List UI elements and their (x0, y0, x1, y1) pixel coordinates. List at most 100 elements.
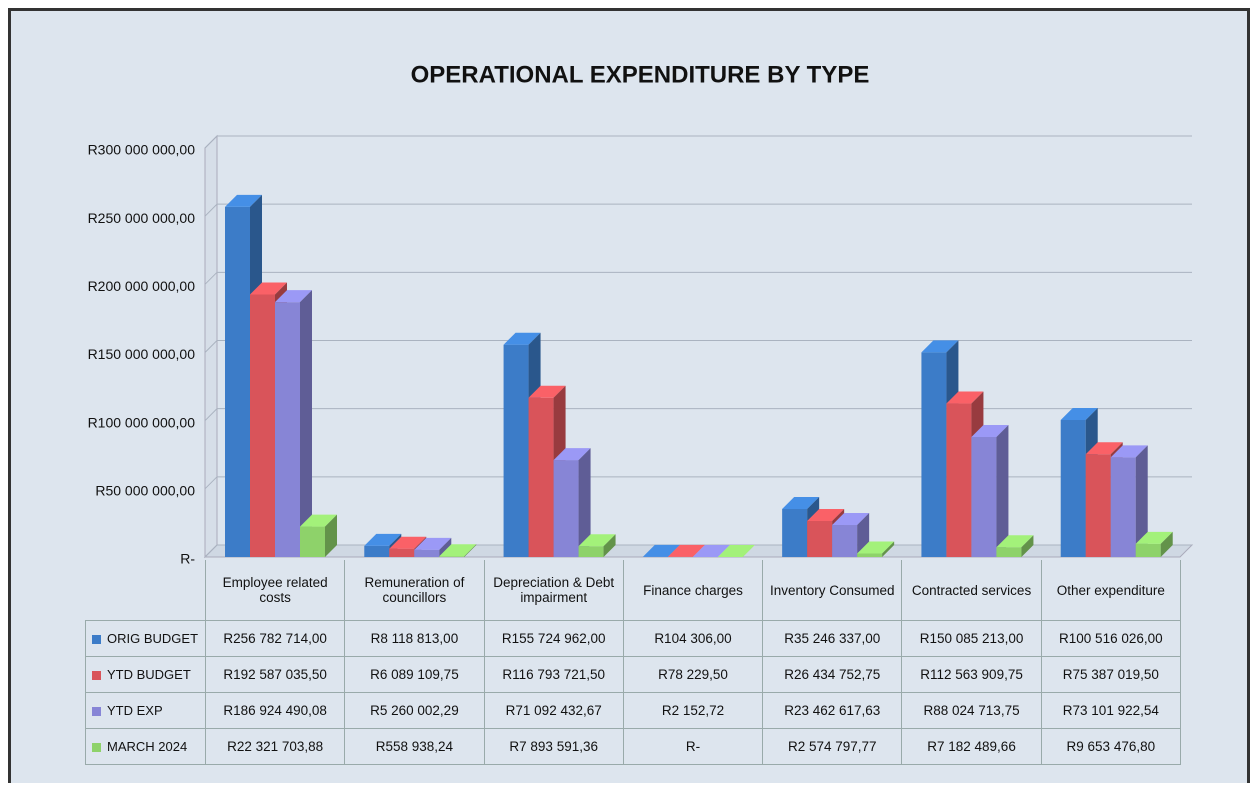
bar-front (857, 553, 883, 557)
x-tick-label: Contracted services (901, 560, 1042, 621)
bar-side (578, 448, 591, 557)
bar (275, 290, 312, 557)
bar-top (971, 424, 1009, 437)
grid-line (204, 340, 1192, 353)
x-tick-label: Other expenditure (1040, 560, 1181, 621)
bar-top (692, 544, 730, 557)
data-label: R8 118 813,00 (344, 620, 485, 657)
bar-front (300, 526, 325, 557)
legend-label: YTD BUDGET (107, 667, 191, 682)
bar-front (275, 302, 300, 557)
bar (692, 544, 730, 557)
bar-top (553, 448, 591, 461)
bar (414, 537, 452, 557)
legend-entry: YTD BUDGET (85, 656, 206, 693)
data-label: R256 782 714,00 (204, 620, 346, 657)
bar (439, 544, 477, 557)
bar (782, 496, 820, 557)
bar (667, 544, 705, 557)
bar-top (1085, 442, 1123, 455)
data-label: R22 321 703,88 (204, 728, 346, 765)
bar-front (1110, 457, 1136, 557)
bar (300, 514, 337, 557)
x-tick-label: Inventory Consumed (762, 560, 903, 621)
bar-front (225, 206, 250, 558)
legend-entry: ORIG BUDGET (85, 620, 206, 657)
bar-top (1060, 407, 1098, 420)
bar-top (921, 340, 959, 353)
data-label: R7 893 591,36 (483, 728, 624, 765)
legend-label: YTD EXP (107, 703, 163, 718)
data-label: R35 246 337,00 (762, 620, 903, 657)
bar-side (882, 541, 895, 557)
bar-top (414, 537, 452, 550)
data-label: R26 434 752,75 (762, 656, 903, 693)
y-tick-label: R100 000 000,00 (88, 414, 196, 430)
bar-front (528, 397, 554, 557)
corner (86, 560, 206, 621)
data-label: R88 024 713,75 (901, 692, 1042, 729)
y-tick-label: R50 000 000,00 (95, 483, 195, 499)
bar-side (439, 537, 452, 557)
data-label: R73 101 922,54 (1040, 692, 1181, 729)
bar-top (275, 290, 312, 303)
bar-side (603, 534, 616, 557)
legend-swatch (92, 707, 101, 717)
bar-top (503, 332, 541, 345)
bar (857, 541, 895, 557)
bar-top (528, 385, 566, 398)
bar-top (667, 544, 705, 557)
grid-line (204, 271, 1192, 285)
data-label: R- (622, 728, 764, 765)
bar-side (1135, 445, 1148, 557)
table-row: YTD EXP R186 924 490,08 R5 260 002,29 R71 0… (85, 692, 1181, 729)
bar-front (578, 546, 604, 557)
bar-front (250, 294, 275, 557)
data-label: R100 516 026,00 (1040, 620, 1181, 657)
data-label: R104 306,00 (622, 620, 764, 657)
bar (1135, 531, 1173, 557)
bar-top (642, 544, 680, 557)
bar-front (946, 403, 972, 557)
bar (578, 534, 616, 557)
data-label: R6 089 109,75 (344, 656, 485, 693)
bar-front (1060, 419, 1086, 557)
bar-front (782, 508, 808, 557)
data-label: R558 938,24 (344, 728, 485, 765)
bar-top (946, 391, 984, 404)
bar (971, 424, 1009, 557)
bar-front (414, 549, 440, 557)
bar-top (364, 533, 402, 546)
data-label: R7 182 489,66 (901, 728, 1042, 765)
legend-entry: MARCH 2024 (85, 728, 206, 765)
x-tick-label: Finance charges (622, 560, 764, 621)
bar-front (971, 436, 997, 557)
bar-front (921, 352, 947, 557)
legend-swatch (92, 743, 101, 753)
x-tick-label: Remuneration of councillors (344, 560, 485, 621)
data-label: R78 229,50 (622, 656, 764, 693)
bar-top (1135, 531, 1173, 544)
bar-top (857, 541, 895, 554)
bar-side (692, 544, 705, 557)
bar-front (1135, 543, 1161, 557)
bar-top (717, 545, 755, 557)
table-row: MARCH 2024 R22 321 703,88 R558 938,24 R7 89… (85, 728, 1181, 765)
data-label: R71 092 432,67 (483, 692, 624, 729)
y-tick-label: R300 000 000,00 (88, 142, 196, 158)
bar-top (389, 536, 427, 549)
data-label: R150 085 213,00 (901, 620, 1042, 657)
bar-front (996, 547, 1022, 557)
data-label: R23 462 617,63 (762, 692, 903, 729)
data-label: R155 724 962,00 (483, 620, 624, 657)
data-label: R2 574 797,77 (762, 728, 903, 765)
bar-side (717, 544, 730, 557)
legend-entry: YTD EXP (85, 692, 206, 729)
data-label: R5 260 002,29 (344, 692, 485, 729)
bar-top (225, 194, 262, 207)
table-row: ORIG BUDGET R256 782 714,00 R8 118 813,00 R… (85, 620, 1181, 657)
bar-front (503, 344, 529, 557)
data-label: R192 587 035,50 (204, 656, 346, 693)
bar (717, 545, 755, 557)
